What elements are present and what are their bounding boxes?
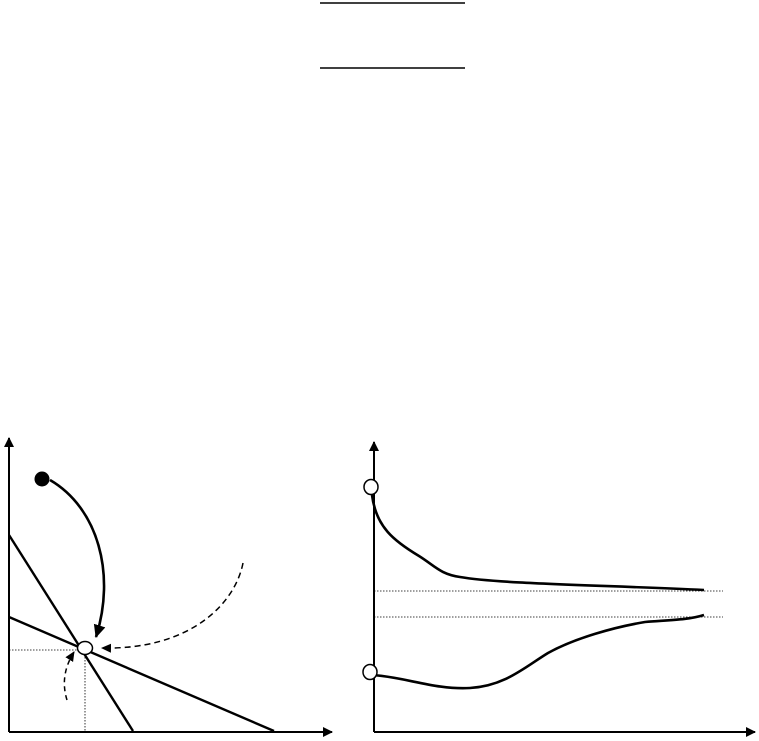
decreasing-curve (370, 494, 705, 592)
flat-line (8, 615, 275, 733)
lower-start-marker (362, 663, 378, 681)
start-point (34, 471, 50, 487)
dashed-adjustment-path-below (63, 651, 75, 701)
equilibrium-point (76, 640, 94, 656)
increasing-curve (371, 613, 705, 690)
upper-start-marker (363, 478, 379, 496)
dashed-adjustment-path-right (101, 562, 244, 653)
right-panel (362, 441, 756, 737)
solid-adjustment-path (49, 478, 106, 638)
header-rules (320, 2, 465, 69)
steep-line (7, 534, 135, 732)
left-panel (3, 437, 333, 737)
